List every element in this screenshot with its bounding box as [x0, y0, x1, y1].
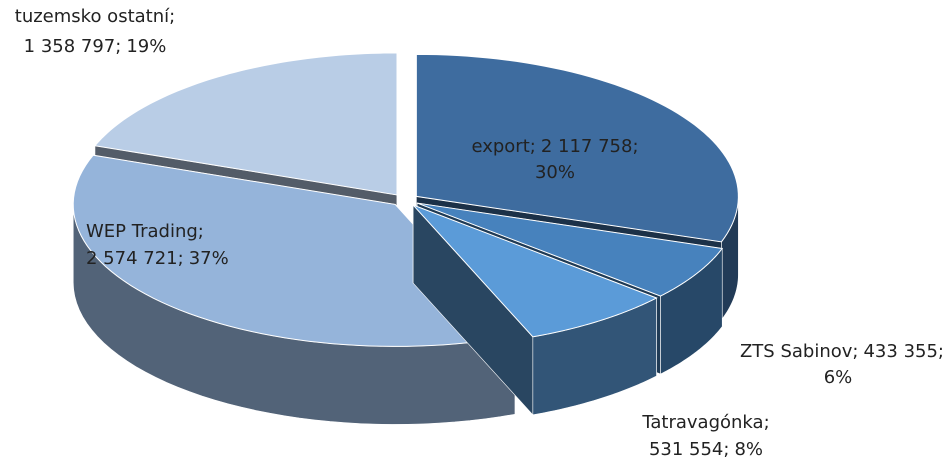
data-label-separator: ; — [764, 412, 770, 433]
data-label-part: 6% — [824, 367, 853, 388]
data-label-part: export — [471, 136, 529, 157]
data-label-part: 8% — [734, 439, 763, 460]
data-label-separator: ; — [530, 136, 536, 157]
slice — [415, 53, 739, 243]
data-label-part: 30% — [535, 162, 575, 183]
data-label-part: 19% — [126, 36, 166, 57]
data-label-part: 1 358 797 — [24, 36, 116, 57]
data-label-part: 2 117 758 — [541, 136, 633, 157]
data-label: WEP Trading; — [86, 221, 204, 242]
data-label: tuzemsko ostatní; — [15, 6, 175, 27]
data-label: 2 574 721; 37% — [86, 248, 229, 269]
data-label-separator: ; — [938, 341, 944, 362]
data-label-part: Tatravagónka — [641, 412, 763, 433]
data-label-separator: ; — [632, 136, 638, 157]
data-label: 531 554; 8% — [649, 439, 763, 460]
data-label: 6% — [824, 367, 853, 388]
slice — [72, 154, 516, 347]
data-label-part: 433 355 — [863, 341, 937, 362]
data-label-separator: ; — [852, 341, 858, 362]
data-label-part: 531 554 — [649, 439, 723, 460]
data-label: 1 358 797; 19% — [24, 36, 167, 57]
slice — [93, 52, 398, 196]
slice — [416, 202, 724, 297]
data-label-separator: ; — [178, 248, 184, 269]
slice — [412, 204, 658, 338]
data-label: ZTS Sabinov; 433 355; — [740, 341, 944, 362]
data-label: 30% — [535, 162, 575, 183]
data-label-separator: ; — [198, 221, 204, 242]
data-label-part: tuzemsko ostatní — [15, 6, 170, 27]
data-label-separator: ; — [115, 36, 121, 57]
data-label-separator: ; — [723, 439, 729, 460]
data-label-separator: ; — [169, 6, 175, 27]
data-label-part: 37% — [189, 248, 229, 269]
data-label-part: ZTS Sabinov — [740, 341, 853, 362]
data-label-part: WEP Trading — [86, 221, 198, 242]
data-label: export; 2 117 758; — [471, 136, 638, 157]
data-label-part: 2 574 721 — [86, 248, 178, 269]
data-label: Tatravagónka; — [641, 412, 769, 433]
